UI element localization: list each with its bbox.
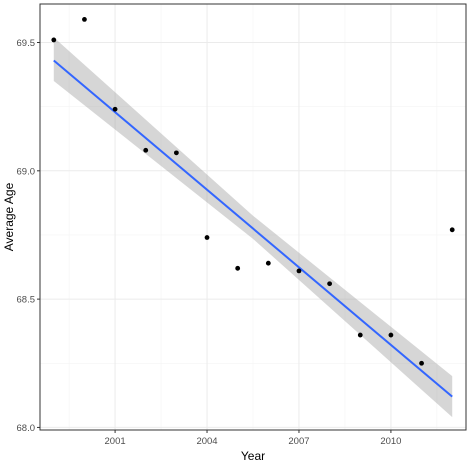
y-tick-label: 69.0 xyxy=(17,166,36,177)
data-point xyxy=(265,260,271,266)
panel-border xyxy=(39,3,467,431)
y-axis: 68.0 68.5 69.0 69.5 xyxy=(17,38,40,434)
trend-line xyxy=(53,59,453,398)
data-point xyxy=(327,281,333,287)
x-axis: 2001 2004 2007 2010 xyxy=(105,430,401,447)
data-point xyxy=(388,332,394,338)
data-point xyxy=(357,332,363,338)
data-point xyxy=(235,265,241,271)
y-tick-label: 68.0 xyxy=(17,423,36,434)
major-gridlines xyxy=(40,4,466,430)
data-point xyxy=(82,16,87,22)
data-point xyxy=(51,37,57,43)
data-point xyxy=(296,268,302,274)
data-point xyxy=(419,360,424,366)
y-tick-label: 68.5 xyxy=(17,295,36,306)
data-point xyxy=(143,147,149,153)
data-point xyxy=(112,106,118,112)
trend-line-layer xyxy=(53,59,453,398)
x-tick-label: 2004 xyxy=(196,436,217,447)
data-point xyxy=(173,150,179,156)
data-point xyxy=(449,227,455,233)
x-tick-label: 2010 xyxy=(380,436,401,447)
x-tick-label: 2007 xyxy=(288,436,309,447)
minor-gridlines xyxy=(40,4,466,430)
y-axis-title: Average Age xyxy=(2,182,16,251)
data-points xyxy=(51,16,455,366)
data-point xyxy=(204,235,210,240)
x-axis-title: Year xyxy=(241,449,265,463)
y-tick-label: 69.5 xyxy=(17,38,36,49)
x-tick-label: 2001 xyxy=(105,436,126,447)
